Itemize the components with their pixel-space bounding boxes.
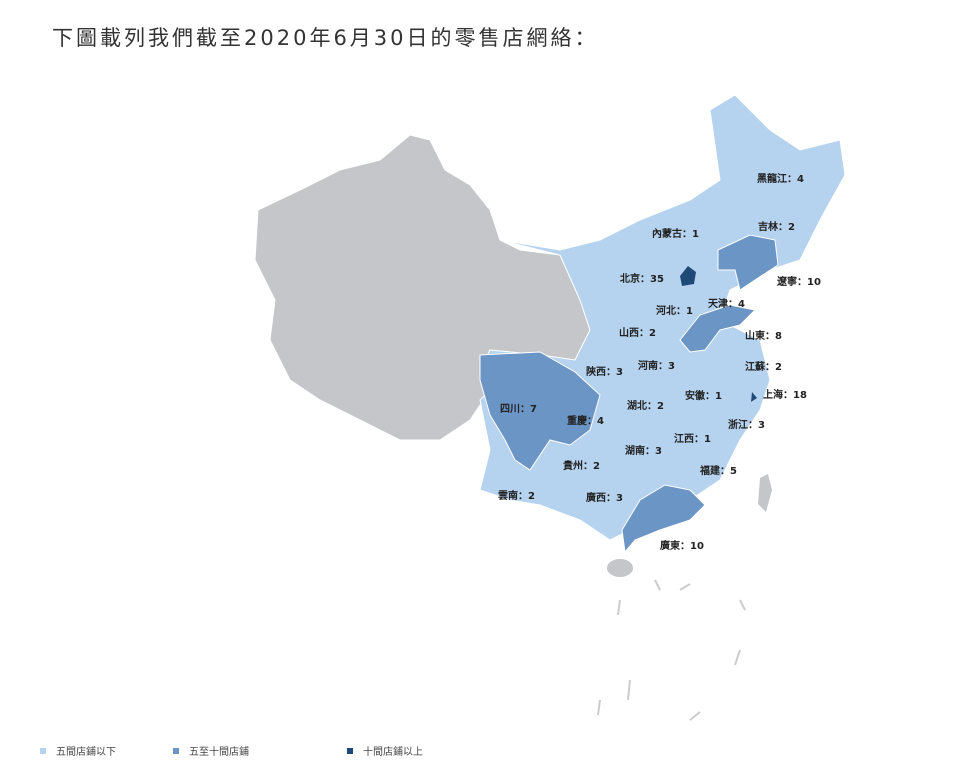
legend-item-mid: 五至十間店鋪 (173, 743, 249, 758)
province-label: 浙江：3 (728, 420, 765, 431)
province-label: 貴州：2 (563, 461, 600, 472)
south-china-sea-islands (597, 579, 746, 721)
province-label: 重慶：4 (567, 416, 604, 427)
province-label: 天津：4 (708, 299, 745, 310)
province-label: 內蒙古：1 (652, 229, 699, 240)
legend-swatch (40, 747, 46, 754)
province-label: 福建：5 (700, 466, 737, 477)
legend-swatch (173, 747, 179, 754)
region-sichuan (479, 351, 601, 471)
province-label: 廣西：3 (586, 493, 623, 504)
legend-swatch (347, 747, 353, 754)
province-label: 北京：35 (620, 274, 664, 285)
province-label: 遼寧：10 (777, 277, 821, 288)
province-label: 湖北：2 (627, 401, 664, 412)
province-label: 吉林：2 (758, 222, 795, 233)
province-label: 山東：8 (745, 331, 782, 342)
province-label: 山西：2 (619, 328, 656, 339)
region-taiwan (758, 474, 772, 512)
region-hainan (607, 559, 633, 577)
province-label: 黑龍江：4 (757, 174, 804, 185)
province-label: 湖南：3 (625, 446, 662, 457)
region-shanghai (751, 392, 757, 402)
legend-label: 五至十間店鋪 (189, 747, 249, 758)
region-liaoning (717, 234, 779, 291)
province-label: 河南：3 (638, 361, 675, 372)
region-guangdong (621, 484, 706, 554)
province-label: 陝西：3 (586, 367, 623, 378)
province-label: 雲南：2 (498, 491, 535, 502)
region-beijing (680, 266, 696, 286)
province-label: 四川：7 (500, 404, 537, 415)
province-label: 河北：1 (656, 306, 693, 317)
page-title: 下圖載列我們截至2020年6月30日的零售店網絡： (52, 26, 599, 50)
province-label: 江西：1 (674, 434, 711, 445)
province-label: 上海：18 (763, 390, 807, 401)
region-shandong (679, 304, 757, 353)
legend-label: 十間店鋪以上 (363, 747, 423, 758)
legend-item-high: 十間店鋪以上 (347, 743, 423, 758)
legend-label: 五間店鋪以下 (56, 747, 116, 758)
province-label: 江蘇：2 (745, 362, 782, 373)
province-label: 廣東：10 (660, 541, 704, 552)
province-label: 安徽：1 (685, 391, 722, 402)
legend-item-low: 五間店鋪以下 (40, 743, 116, 758)
